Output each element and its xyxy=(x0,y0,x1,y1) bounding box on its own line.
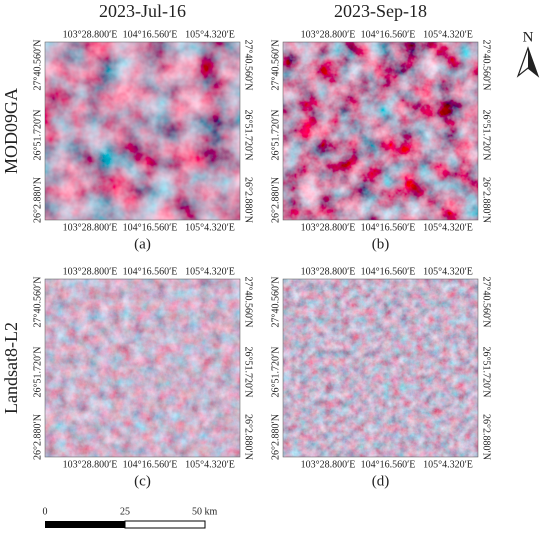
scale-label: 50 km xyxy=(192,506,218,517)
lat-label: 27°40.560′N xyxy=(32,40,43,91)
lat-label: 26°2.880′N xyxy=(481,414,492,460)
lat-label: 26°51.720′N xyxy=(32,347,43,398)
lat-label: 26°2.880′N xyxy=(243,177,254,223)
lon-label: 104°16.560′E xyxy=(361,29,416,40)
lat-label: 26°51.720′N xyxy=(270,110,281,161)
lat-label: 26°51.720′N xyxy=(481,347,492,398)
lon-label: 103°28.800′E xyxy=(301,222,356,233)
panel-label: (d) xyxy=(372,473,390,489)
lon-label: 105°4.320′E xyxy=(185,222,235,233)
lat-label: 26°51.720′N xyxy=(270,347,281,398)
lat-label: 26°2.880′N xyxy=(481,177,492,223)
lat-label: 26°2.880′N xyxy=(32,414,43,460)
lon-label: 104°16.560′E xyxy=(123,222,178,233)
lon-label: 105°4.320′E xyxy=(423,29,473,40)
lon-label: 103°28.800′E xyxy=(63,222,118,233)
lat-label: 26°2.880′N xyxy=(270,177,281,223)
lon-label: 105°4.320′E xyxy=(185,266,235,277)
column-title: 2023-Sep-18 xyxy=(334,1,427,21)
lon-label: 104°16.560′E xyxy=(123,459,178,470)
lat-label: 27°40.560′N xyxy=(32,277,43,328)
lat-label: 26°2.880′N xyxy=(243,414,254,460)
lat-label: 27°40.560′N xyxy=(243,277,254,328)
image-frame xyxy=(282,278,479,458)
satellite-image xyxy=(283,279,478,457)
lat-label: 26°2.880′N xyxy=(32,177,43,223)
lat-label: 26°2.880′N xyxy=(270,414,281,460)
column-title: 2023-Jul-16 xyxy=(99,1,186,21)
row-title: MOD09GA xyxy=(1,88,21,174)
panel-label: (c) xyxy=(134,473,151,489)
lat-label: 27°40.560′N xyxy=(481,40,492,91)
lon-label: 104°16.560′E xyxy=(361,222,416,233)
lat-label: 26°51.720′N xyxy=(243,347,254,398)
lon-label: 103°28.800′E xyxy=(63,459,118,470)
lon-label: 103°28.800′E xyxy=(301,459,356,470)
lat-label: 27°40.560′N xyxy=(243,40,254,91)
lat-label: 26°51.720′N xyxy=(481,110,492,161)
lon-label: 105°4.320′E xyxy=(423,459,473,470)
lon-label: 105°4.320′E xyxy=(423,266,473,277)
lon-label: 105°4.320′E xyxy=(185,29,235,40)
lon-label: 105°4.320′E xyxy=(185,459,235,470)
lat-label: 26°51.720′N xyxy=(243,110,254,161)
lat-label: 27°40.560′N xyxy=(481,277,492,328)
satellite-image xyxy=(283,42,478,220)
north-label: N xyxy=(523,29,534,45)
satellite-image xyxy=(45,42,240,220)
lon-label: 103°28.800′E xyxy=(63,266,118,277)
panels: 103°28.800′E 103°28.800′E 104°16.560′E 104°… xyxy=(32,29,491,489)
lon-label: 104°16.560′E xyxy=(361,459,416,470)
lon-label: 104°16.560′E xyxy=(123,29,178,40)
lat-label: 26°51.720′N xyxy=(32,110,43,161)
satellite-image xyxy=(45,279,240,457)
scale-label: 25 xyxy=(120,506,130,517)
lon-label: 103°28.800′E xyxy=(63,29,118,40)
lat-label: 27°40.560′N xyxy=(270,40,281,91)
lon-label: 103°28.800′E xyxy=(301,29,356,40)
image-frame xyxy=(44,278,241,458)
row-title: Landsat8-L2 xyxy=(1,322,21,414)
scale-bar xyxy=(45,520,206,529)
image-frame xyxy=(282,41,479,221)
panel-label: (a) xyxy=(134,236,151,252)
lon-label: 104°16.560′E xyxy=(361,266,416,277)
scale-label: 0 xyxy=(43,506,48,517)
lon-label: 104°16.560′E xyxy=(123,266,178,277)
north-arrow xyxy=(516,46,540,78)
lon-label: 103°28.800′E xyxy=(301,266,356,277)
image-frame xyxy=(44,41,241,221)
panel-label: (b) xyxy=(372,236,390,252)
lon-label: 105°4.320′E xyxy=(423,222,473,233)
lat-label: 27°40.560′N xyxy=(270,277,281,328)
